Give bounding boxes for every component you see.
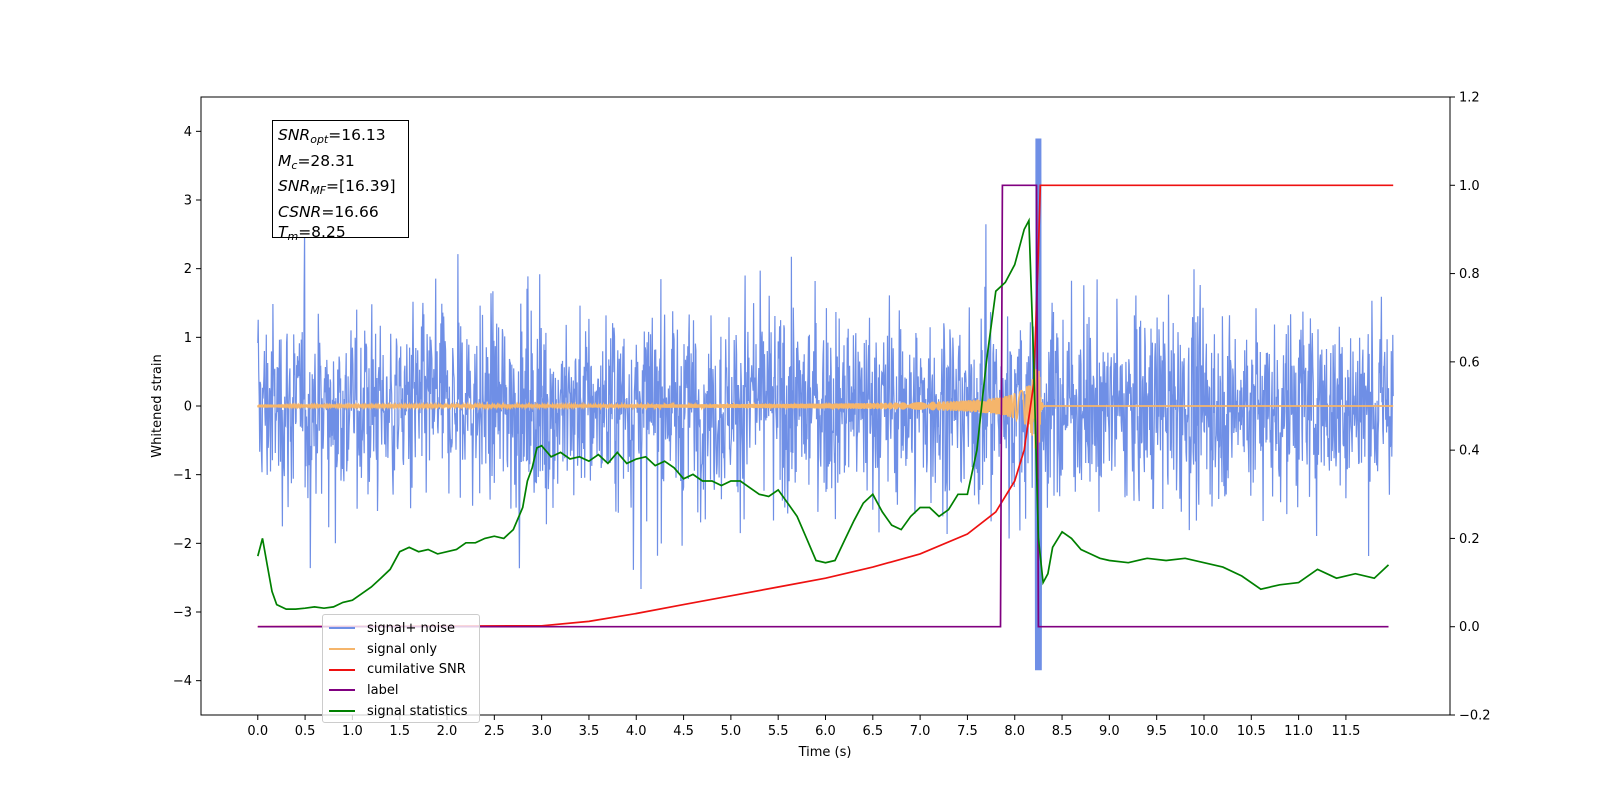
y-tick-label: −2: [173, 537, 192, 552]
legend: signal+ noise signal only cumilative SNR la…: [322, 614, 480, 723]
legend-item: label: [329, 680, 479, 701]
x-tick-label: 7.5: [957, 724, 978, 739]
x-tick-label: 0.5: [295, 724, 316, 739]
x-tick-label: 5.5: [768, 724, 789, 739]
x-tick-label: 3.0: [531, 724, 552, 739]
x-tick-label: 0.0: [247, 724, 268, 739]
x-tick-label: 8.5: [1052, 724, 1073, 739]
stat-symbol: SNR: [278, 126, 311, 144]
x-tick-label: 10.0: [1190, 724, 1219, 739]
y-tick-label: −1: [173, 468, 192, 483]
x-tick-label: 4.5: [673, 724, 694, 739]
legend-item: signal+ noise: [329, 618, 479, 639]
y-tick-label: 3: [184, 194, 192, 209]
legend-label: signal+ noise: [367, 620, 456, 636]
legend-label: signal statistics: [367, 703, 468, 719]
stat-symbol: CSNR: [278, 202, 322, 221]
stat-subscript: opt: [310, 133, 329, 146]
y-tick-label: 1: [184, 331, 192, 346]
stat-value: =[16.39]: [326, 177, 396, 195]
x-tick-label: 2.5: [484, 724, 505, 739]
x-tick-label: 9.5: [1146, 724, 1167, 739]
stat-subscript: c: [291, 158, 298, 172]
y2-tick-label: 1.2: [1459, 91, 1480, 106]
stat-line: Mc=28.31: [278, 151, 408, 177]
y2-tick-label: 0.4: [1459, 444, 1480, 459]
y-tick-label: 2: [184, 262, 192, 277]
legend-label: cumilative SNR: [367, 662, 466, 678]
x-tick-label: 8.0: [1004, 724, 1025, 739]
y-axis-label: Whitened strain: [150, 354, 165, 457]
y2-tick-label: 0.2: [1459, 532, 1480, 547]
y2-tick-label: 0.6: [1459, 355, 1480, 370]
x-tick-label: 6.5: [862, 724, 883, 739]
x-tick-label: 5.0: [721, 724, 742, 739]
y2-tick-label: 0.0: [1459, 620, 1480, 635]
stat-line: Tm=8.25: [278, 222, 408, 248]
stat-value: =16.66: [321, 202, 379, 221]
x-tick-label: 10.5: [1237, 724, 1266, 739]
legend-item: signal only: [329, 639, 479, 660]
stat-symbol: M: [278, 151, 292, 170]
x-tick-label: 11.0: [1284, 724, 1313, 739]
legend-item: cumilative SNR: [329, 659, 479, 680]
legend-label: label: [367, 682, 399, 698]
y2-tick-label: 1.0: [1459, 179, 1480, 194]
y2-tick-label: 0.8: [1459, 267, 1480, 282]
y-tick-label: 4: [184, 125, 192, 140]
x-tick-label: 7.0: [910, 724, 931, 739]
x-axis-label: Time (s): [798, 745, 852, 760]
x-tick-label: 11.5: [1331, 724, 1360, 739]
series-signal-statistics: [256, 217, 1390, 610]
stat-symbol: SNR: [278, 177, 311, 195]
stat-line: CSNR=16.66: [278, 202, 408, 223]
y-tick-label: −3: [173, 606, 192, 621]
stat-line: SNRopt=16.13: [278, 125, 408, 151]
legend-label: signal only: [367, 641, 438, 657]
stat-value: =8.25: [298, 223, 346, 241]
x-tick-label: 2.0: [437, 724, 458, 739]
series-signal-noise: [257, 138, 1394, 671]
legend-swatch: [329, 648, 355, 651]
legend-swatch: [329, 627, 355, 630]
legend-swatch: [329, 689, 355, 692]
series-signal-only: [256, 369, 1394, 479]
y-tick-label: 0: [184, 400, 192, 415]
x-tick-label: 6.0: [815, 724, 836, 739]
y-tick-label: −4: [173, 674, 192, 689]
x-tick-label: 1.0: [342, 724, 363, 739]
x-tick-label: 9.0: [1099, 724, 1120, 739]
stat-value: =16.13: [328, 126, 386, 144]
stat-line: SNRMF=[16.39]: [278, 176, 408, 202]
stat-value: =28.31: [297, 151, 355, 170]
series-label: [257, 184, 1389, 628]
y2-tick-label: −0.2: [1459, 709, 1491, 724]
legend-swatch: [329, 710, 355, 713]
legend-item: signal statistics: [329, 701, 479, 722]
x-tick-label: 4.0: [626, 724, 647, 739]
legend-swatch: [329, 668, 355, 671]
stat-subscript: m: [287, 230, 299, 243]
stat-subscript: MF: [310, 184, 327, 197]
x-tick-label: 1.5: [389, 724, 410, 739]
x-tick-label: 3.5: [579, 724, 600, 739]
stats-annotation-box: SNRopt=16.13 Mc=28.31 SNRMF=[16.39] CSNR=16…: [272, 120, 409, 243]
stat-symbol: T: [278, 223, 288, 241]
